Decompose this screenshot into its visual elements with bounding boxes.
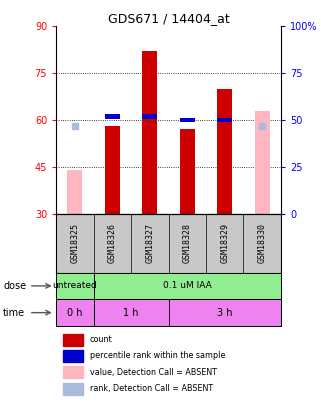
Bar — [94, 299, 169, 326]
Point — [260, 122, 265, 129]
Text: count: count — [90, 335, 112, 344]
Bar — [180, 117, 195, 122]
Point — [72, 122, 77, 129]
Text: GSM18329: GSM18329 — [220, 223, 229, 263]
Text: GSM18327: GSM18327 — [145, 223, 154, 263]
Bar — [105, 126, 120, 214]
Text: GSM18326: GSM18326 — [108, 223, 117, 263]
Bar — [56, 273, 94, 299]
Text: 3 h: 3 h — [217, 308, 232, 318]
Text: untreated: untreated — [53, 281, 97, 290]
Bar — [180, 129, 195, 214]
Text: GSM18325: GSM18325 — [70, 223, 79, 263]
Text: value, Detection Call = ABSENT: value, Detection Call = ABSENT — [90, 368, 217, 377]
Bar — [63, 350, 83, 362]
Text: dose: dose — [3, 281, 26, 291]
Bar — [67, 170, 82, 214]
Title: GDS671 / 14404_at: GDS671 / 14404_at — [108, 12, 230, 25]
Text: rank, Detection Call = ABSENT: rank, Detection Call = ABSENT — [90, 384, 213, 394]
Bar — [105, 114, 120, 119]
Text: GSM18328: GSM18328 — [183, 223, 192, 263]
Text: GSM18330: GSM18330 — [258, 223, 267, 263]
Text: 0.1 uM IAA: 0.1 uM IAA — [163, 281, 212, 290]
Bar — [142, 114, 157, 119]
Text: 1 h: 1 h — [123, 308, 139, 318]
Text: percentile rank within the sample: percentile rank within the sample — [90, 352, 225, 360]
Bar — [63, 383, 83, 395]
Bar — [56, 299, 94, 326]
Text: time: time — [3, 308, 25, 318]
Bar — [63, 367, 83, 378]
Bar — [217, 89, 232, 214]
Bar — [63, 333, 83, 345]
Bar — [142, 51, 157, 214]
Bar — [217, 117, 232, 122]
Bar — [255, 111, 270, 214]
Text: 0 h: 0 h — [67, 308, 82, 318]
Bar — [94, 273, 281, 299]
Bar — [169, 299, 281, 326]
